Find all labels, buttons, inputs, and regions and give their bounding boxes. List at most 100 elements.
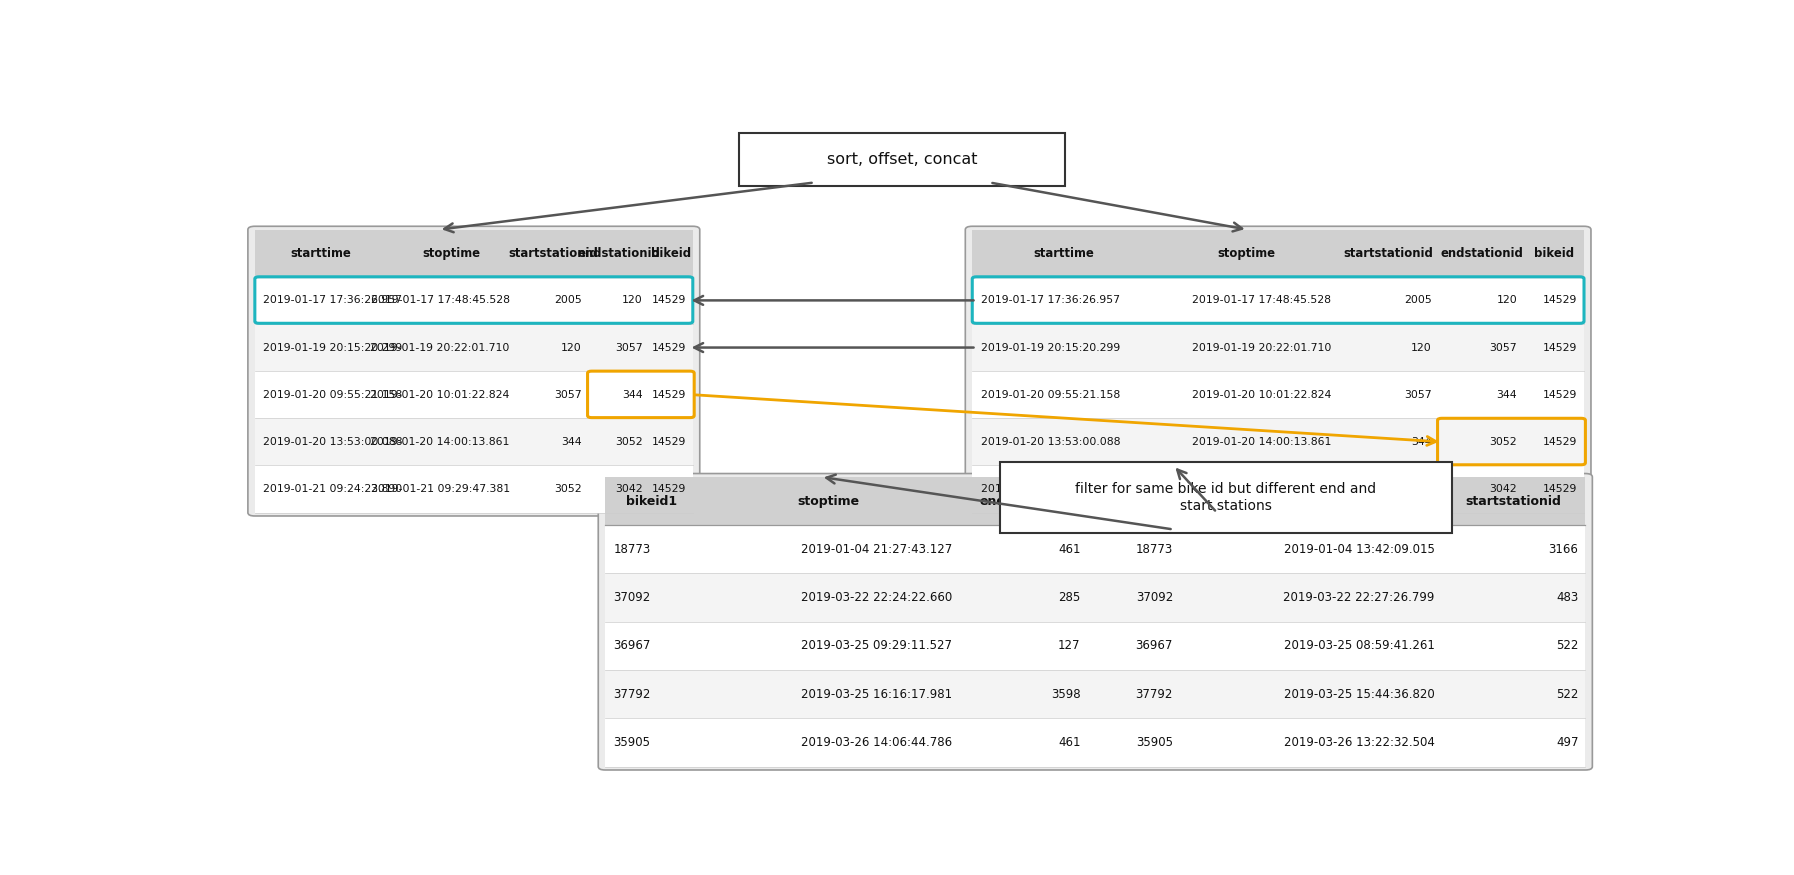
Bar — [255, 324, 692, 371]
Text: 2019-01-20 09:55:21.158: 2019-01-20 09:55:21.158 — [264, 389, 402, 400]
Text: 18773: 18773 — [614, 542, 651, 556]
Text: stoptime: stoptime — [422, 247, 481, 260]
Text: 14529: 14529 — [651, 342, 685, 353]
Text: 3057: 3057 — [1405, 389, 1432, 400]
Text: 2019-01-17 17:36:26.957: 2019-01-17 17:36:26.957 — [981, 296, 1119, 305]
Text: 344: 344 — [1412, 437, 1432, 447]
Text: 2019-01-04 21:27:43.127: 2019-01-04 21:27:43.127 — [802, 542, 953, 556]
Text: 37792: 37792 — [1136, 688, 1173, 701]
Text: 522: 522 — [1555, 640, 1579, 653]
Text: 2019-01-04 13:42:09.015: 2019-01-04 13:42:09.015 — [1285, 542, 1435, 556]
Bar — [972, 418, 1584, 466]
Bar — [605, 622, 1586, 670]
Text: 285: 285 — [1058, 592, 1080, 604]
Text: 14529: 14529 — [1543, 389, 1577, 400]
Bar — [605, 477, 1586, 525]
Text: 2019-01-20 10:01:22.824: 2019-01-20 10:01:22.824 — [1191, 389, 1331, 400]
Bar — [255, 466, 692, 513]
Text: 2019-03-26 13:22:32.504: 2019-03-26 13:22:32.504 — [1285, 736, 1435, 749]
Text: endstationid: endstationid — [578, 247, 660, 260]
Text: 2019-03-22 22:24:22.660: 2019-03-22 22:24:22.660 — [802, 592, 953, 604]
Text: 2019-01-19 20:22:01.710: 2019-01-19 20:22:01.710 — [1191, 342, 1331, 353]
Text: 2019-01-17 17:48:45.528: 2019-01-17 17:48:45.528 — [371, 296, 509, 305]
Text: 2019-01-20 13:53:00.088: 2019-01-20 13:53:00.088 — [981, 437, 1119, 447]
Text: 344: 344 — [623, 389, 642, 400]
Text: 2019-01-17 17:36:26.957: 2019-01-17 17:36:26.957 — [264, 296, 402, 305]
Text: starttime: starttime — [1277, 494, 1344, 507]
Text: 35905: 35905 — [614, 736, 651, 749]
Text: 2019-01-17 17:48:45.528: 2019-01-17 17:48:45.528 — [1191, 296, 1331, 305]
Bar — [255, 229, 692, 276]
Text: endstationid: endstationid — [980, 494, 1067, 507]
Text: endstationid: endstationid — [1441, 247, 1523, 260]
Text: 37792: 37792 — [614, 688, 651, 701]
Text: 35905: 35905 — [1136, 736, 1173, 749]
Text: 483: 483 — [1555, 592, 1579, 604]
Text: 14529: 14529 — [1543, 296, 1577, 305]
Text: 522: 522 — [1555, 688, 1579, 701]
FancyBboxPatch shape — [597, 473, 1593, 770]
Text: startstationid: startstationid — [1344, 247, 1433, 260]
Text: startstationid: startstationid — [1466, 494, 1561, 507]
Text: 2019-01-20 14:00:13.861: 2019-01-20 14:00:13.861 — [1191, 437, 1331, 447]
Text: 14529: 14529 — [1543, 342, 1577, 353]
Bar — [605, 525, 1586, 573]
Text: 2019-01-20 13:53:00.088: 2019-01-20 13:53:00.088 — [264, 437, 402, 447]
Bar — [255, 418, 692, 466]
Text: 2019-03-25 16:16:17.981: 2019-03-25 16:16:17.981 — [802, 688, 953, 701]
Text: 120: 120 — [623, 296, 642, 305]
Text: 3042: 3042 — [615, 484, 642, 494]
Text: 2019-03-25 09:29:11.527: 2019-03-25 09:29:11.527 — [802, 640, 953, 653]
Text: 120: 120 — [1496, 296, 1518, 305]
Text: 344: 344 — [562, 437, 581, 447]
Text: 2005: 2005 — [1405, 296, 1432, 305]
Text: 2019-01-20 09:55:21.158: 2019-01-20 09:55:21.158 — [981, 389, 1119, 400]
Text: 36967: 36967 — [614, 640, 651, 653]
Text: 3042: 3042 — [1489, 484, 1518, 494]
Text: 18773: 18773 — [1136, 542, 1173, 556]
Text: 2019-01-20 10:01:22.824: 2019-01-20 10:01:22.824 — [370, 389, 509, 400]
Text: 14529: 14529 — [651, 296, 685, 305]
FancyBboxPatch shape — [248, 227, 700, 516]
Text: 3057: 3057 — [554, 389, 581, 400]
Text: stoptime: stoptime — [1218, 247, 1276, 260]
Text: 2019-01-19 20:22:01.710: 2019-01-19 20:22:01.710 — [370, 342, 509, 353]
Text: 14529: 14529 — [651, 437, 685, 447]
Text: sort, offset, concat: sort, offset, concat — [827, 152, 978, 167]
Text: stoptime: stoptime — [797, 494, 859, 507]
Text: 2019-01-21 09:29:47.381: 2019-01-21 09:29:47.381 — [1191, 484, 1331, 494]
Text: 2019-01-19 20:15:20.299: 2019-01-19 20:15:20.299 — [981, 342, 1119, 353]
Text: bikeid: bikeid — [1534, 247, 1573, 260]
Text: bikeid2: bikeid2 — [1109, 494, 1159, 507]
Text: 2019-01-21 09:24:23.890: 2019-01-21 09:24:23.890 — [264, 484, 402, 494]
Text: 14529: 14529 — [1543, 437, 1577, 447]
Text: 37092: 37092 — [1136, 592, 1173, 604]
Text: 37092: 37092 — [614, 592, 651, 604]
Text: 3598: 3598 — [1051, 688, 1080, 701]
Text: startstationid: startstationid — [508, 247, 597, 260]
Text: 461: 461 — [1058, 736, 1080, 749]
Text: 344: 344 — [1496, 389, 1518, 400]
Bar — [255, 371, 692, 418]
Text: 14529: 14529 — [651, 484, 685, 494]
Bar — [605, 670, 1586, 718]
Bar — [972, 466, 1584, 513]
Text: 2005: 2005 — [554, 296, 581, 305]
Text: 127: 127 — [1058, 640, 1080, 653]
Bar — [972, 371, 1584, 418]
Bar — [972, 229, 1584, 276]
Text: 497: 497 — [1555, 736, 1579, 749]
Text: starttime: starttime — [1033, 247, 1094, 260]
Text: 2019-03-25 15:44:36.820: 2019-03-25 15:44:36.820 — [1285, 688, 1435, 701]
Text: 14529: 14529 — [651, 389, 685, 400]
Text: 2019-01-20 14:00:13.861: 2019-01-20 14:00:13.861 — [370, 437, 509, 447]
Text: 2019-01-19 20:15:20.299: 2019-01-19 20:15:20.299 — [264, 342, 402, 353]
Text: bikeid: bikeid — [651, 247, 691, 260]
Bar — [605, 573, 1586, 622]
Text: 3052: 3052 — [1405, 484, 1432, 494]
Text: 2019-01-21 09:24:23.890: 2019-01-21 09:24:23.890 — [981, 484, 1119, 494]
Bar — [605, 718, 1586, 766]
Text: 3052: 3052 — [615, 437, 642, 447]
Bar — [255, 276, 692, 324]
Bar — [972, 276, 1584, 324]
